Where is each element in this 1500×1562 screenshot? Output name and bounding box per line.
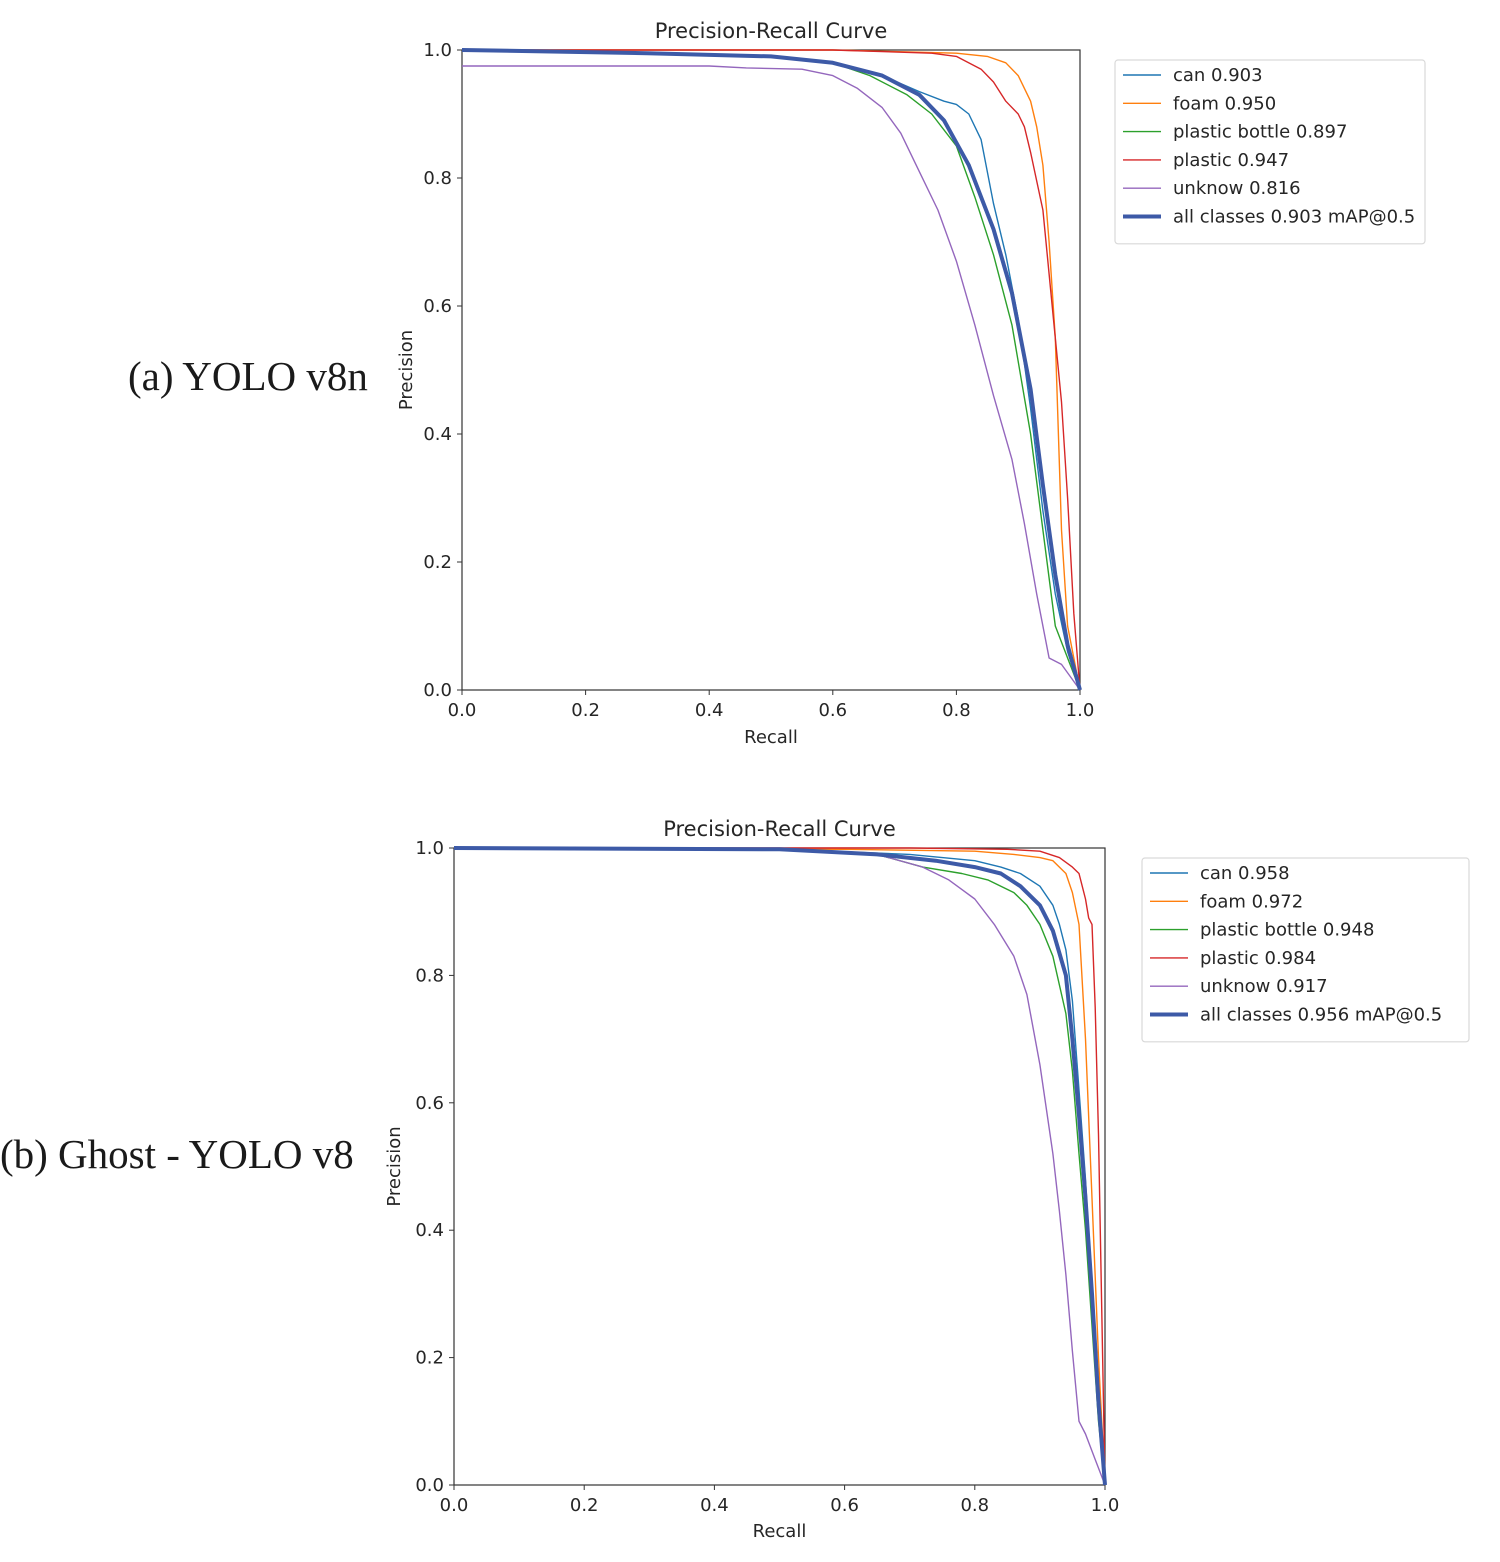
x-tick-label: 0.8: [960, 1495, 989, 1516]
series-line-5: [453, 846, 1107, 1486]
y-tick-label: 1.0: [415, 838, 444, 859]
legend-entry-0: can 0.903: [1173, 65, 1263, 86]
series-line-4: [462, 65, 1081, 691]
legend-box: [1141, 857, 1470, 1043]
legend-entry-5: all classes 0.903 mAP@0.5: [1173, 207, 1415, 228]
x-tick-label: 0.6: [818, 700, 847, 721]
x-axis-label: Recall: [753, 1521, 807, 1542]
y-axis-label: Precision: [396, 330, 417, 410]
legend-entry-4: unknow 0.816: [1173, 178, 1301, 199]
x-tick-label: 0.0: [440, 1495, 469, 1516]
y-tick-label: 0.6: [423, 296, 452, 317]
legend-entry-3: plastic 0.947: [1173, 150, 1289, 171]
chart-title: Precision-Recall Curve: [655, 19, 888, 43]
series-group: [461, 48, 1082, 691]
x-tick-label: 0.4: [695, 700, 724, 721]
y-tick-label: 0.2: [415, 1348, 444, 1369]
panel-b-label: (b) Ghost - YOLO v8: [0, 1131, 354, 1177]
series-line-1: [453, 847, 1106, 1486]
legend-entry-1: foam 0.950: [1173, 93, 1276, 114]
x-axis-label: Recall: [744, 727, 798, 748]
series-group: [453, 846, 1107, 1486]
y-tick-label: 0.8: [415, 965, 444, 986]
y-tick-label: 0.0: [415, 1475, 444, 1496]
y-tick-label: 0.4: [415, 1220, 444, 1241]
legend-box: [1114, 59, 1426, 245]
y-tick-label: 0.6: [415, 1093, 444, 1114]
legend-entry-0: can 0.958: [1200, 863, 1290, 884]
y-axis-label: Precision: [384, 1126, 405, 1206]
x-tick-label: 0.2: [570, 1495, 599, 1516]
x-tick-label: 0.8: [942, 700, 971, 721]
y-tick-label: 1.0: [423, 40, 452, 61]
series-line-3: [454, 847, 1106, 1486]
series-line-5: [461, 48, 1082, 691]
series-line-1: [462, 49, 1081, 691]
chart-title: Precision-Recall Curve: [663, 817, 896, 841]
y-tick-label: 0.0: [423, 680, 452, 701]
y-tick-label: 0.4: [423, 424, 452, 445]
x-tick-label: 0.6: [830, 1495, 859, 1516]
legend-entry-3: plastic 0.984: [1200, 948, 1316, 969]
legend-entry-4: unknow 0.917: [1200, 976, 1328, 997]
panel-a-label: (a) YOLO v8n: [128, 353, 368, 399]
plot-frame: [453, 847, 1106, 1486]
x-tick-label: 0.4: [700, 1495, 729, 1516]
y-tick-label: 0.2: [423, 552, 452, 573]
x-tick-label: 1.0: [1091, 1495, 1120, 1516]
y-tick-label: 0.8: [423, 168, 452, 189]
pr-chart-yolov8n: 0.0 0.2 0.4 0.6 0.8 1.0 0.0 0.2 0.4 0.6 0.8 1.0 Prec…: [396, 19, 1426, 748]
x-tick-label: 0.2: [571, 700, 600, 721]
x-tick-label: 1.0: [1066, 700, 1095, 721]
legend-entry-5: all classes 0.956 mAP@0.5: [1200, 1005, 1442, 1026]
series-line-4: [453, 847, 1106, 1486]
x-tick-label: 0.0: [448, 700, 477, 721]
legend-entry-1: foam 0.972: [1200, 891, 1303, 912]
series-line-3: [462, 49, 1081, 691]
legend-entry-2: plastic bottle 0.897: [1173, 122, 1347, 143]
legend-entry-2: plastic bottle 0.948: [1200, 920, 1374, 941]
plot-frame: [461, 49, 1081, 691]
